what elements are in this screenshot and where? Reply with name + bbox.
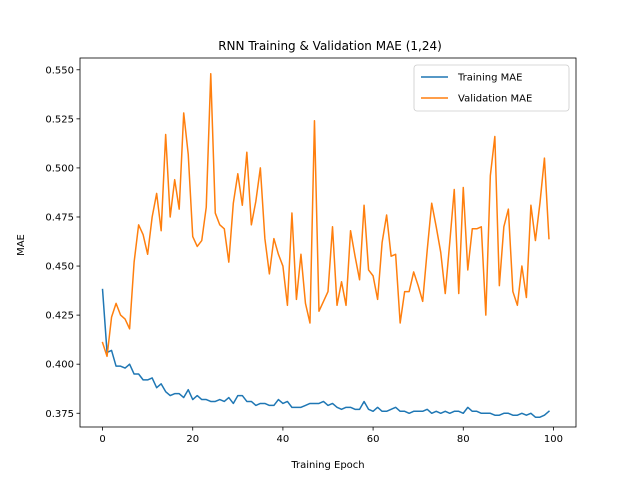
series-line-training-mae — [101, 288, 551, 418]
legend-box — [413, 64, 570, 112]
x-tick-label: 0 — [99, 434, 105, 445]
x-tick-label: 80 — [457, 434, 470, 445]
x-tick-label: 100 — [544, 434, 563, 445]
series-line-validation-mae — [101, 72, 550, 358]
x-axis-label: Training Epoch — [290, 460, 364, 471]
y-tick-label: 0.375 — [45, 409, 74, 420]
series-layer — [101, 72, 551, 418]
y-tick-label: 0.500 — [45, 163, 74, 174]
axes-layer: 0 20 40 60 80 100 0.375 0.400 0.425 0.450 0.475 0.5… — [45, 57, 577, 445]
x-tick-label: 60 — [367, 434, 380, 445]
x-tick-label: 40 — [277, 434, 290, 445]
plot-frame — [79, 57, 577, 428]
y-tick-label: 0.400 — [45, 360, 74, 371]
y-tick-label: 0.525 — [45, 114, 74, 125]
y-tick-label: 0.425 — [45, 311, 74, 322]
x-tick-label: 20 — [186, 434, 199, 445]
y-tick-label: 0.550 — [45, 65, 74, 76]
legend-label: Validation MAE — [458, 94, 532, 105]
y-tick-label: 0.450 — [45, 262, 74, 273]
y-tick-label: 0.475 — [45, 212, 74, 223]
y-axis-label: MAE — [16, 234, 27, 256]
chart-title: RNN Training & Validation MAE (1,24) — [218, 39, 442, 53]
legend-label: Training MAE — [457, 73, 522, 84]
legend: Training MAE Validation MAE — [413, 64, 570, 112]
